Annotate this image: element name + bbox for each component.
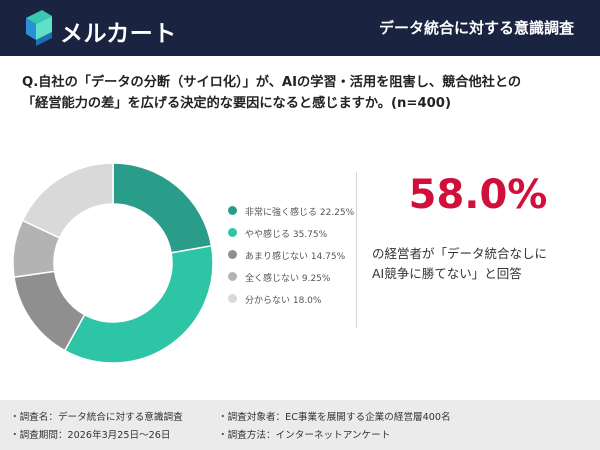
legend-label-3: あまり感じない 14.75% bbox=[245, 252, 346, 262]
question-line-1: Q.自社の「データの分断（サイロ化）」が、AIの学習・活用を阻害し、競合他社との bbox=[22, 75, 522, 90]
legend-label-2: やや感じる 35.75% bbox=[245, 230, 328, 240]
footer-survey-method: ・調査方法：インターネットアンケート bbox=[218, 430, 391, 441]
chart-area: 非常に強く感じる 22.25% やや感じる 35.75% あまり感じない 14.75… bbox=[0, 150, 600, 390]
footer-survey-period: ・調査期間：2026年3月25日〜26日 bbox=[10, 430, 171, 441]
legend-label-4: 全く感じない 9.25% bbox=[245, 274, 331, 284]
question-text: Q.自社の「データの分断（サイロ化）」が、AIの学習・活用を阻害し、競合他社との… bbox=[22, 72, 582, 114]
caption-line-1: の経営者が「データ統合なしに bbox=[372, 246, 548, 261]
legend-dot-1 bbox=[228, 206, 237, 215]
brand-logo[interactable]: メルカート bbox=[22, 8, 176, 48]
footer-survey-name: ・調査名：データ統合に対する意識調査 bbox=[10, 412, 183, 423]
mercart-logo-icon bbox=[26, 10, 52, 46]
vertical-divider bbox=[356, 172, 357, 328]
header-title: データ統合に対する意識調査 bbox=[378, 19, 574, 37]
legend-dot-4 bbox=[228, 272, 237, 281]
footer-notes: ・調査名：データ統合に対する意識調査 ・調査対象者：EC事業を展開する企業の経営… bbox=[0, 400, 600, 450]
logo-text: メルカート bbox=[60, 21, 177, 47]
legend-dot-2 bbox=[228, 228, 237, 237]
donut-slice-2 bbox=[63, 244, 214, 364]
header-bar: メルカート データ統合に対する意識調査 bbox=[0, 0, 600, 56]
legend-dot-3 bbox=[228, 250, 237, 259]
donut-slice-1 bbox=[112, 162, 213, 254]
legend-label-5: 分からない 18.0% bbox=[245, 296, 322, 306]
donut-slice-5 bbox=[21, 162, 114, 239]
donut-chart bbox=[12, 162, 214, 364]
highlight-percentage: 58.0% bbox=[408, 172, 548, 218]
caption-line-2: AI競争に勝てない」と回答 bbox=[372, 266, 522, 281]
footer-survey-target: ・調査対象者：EC事業を展開する企業の経営層400名 bbox=[218, 412, 451, 423]
question-line-2: 「経営能力の差」を広げる決定的な要因になると感じますか。(n=400) bbox=[22, 96, 452, 111]
legend-label-1: 非常に強く感じる 22.25% bbox=[245, 208, 355, 218]
highlight-caption: の経営者が「データ統合なしに AI競争に勝てない」と回答 bbox=[372, 244, 547, 284]
legend-dot-5 bbox=[228, 294, 237, 303]
